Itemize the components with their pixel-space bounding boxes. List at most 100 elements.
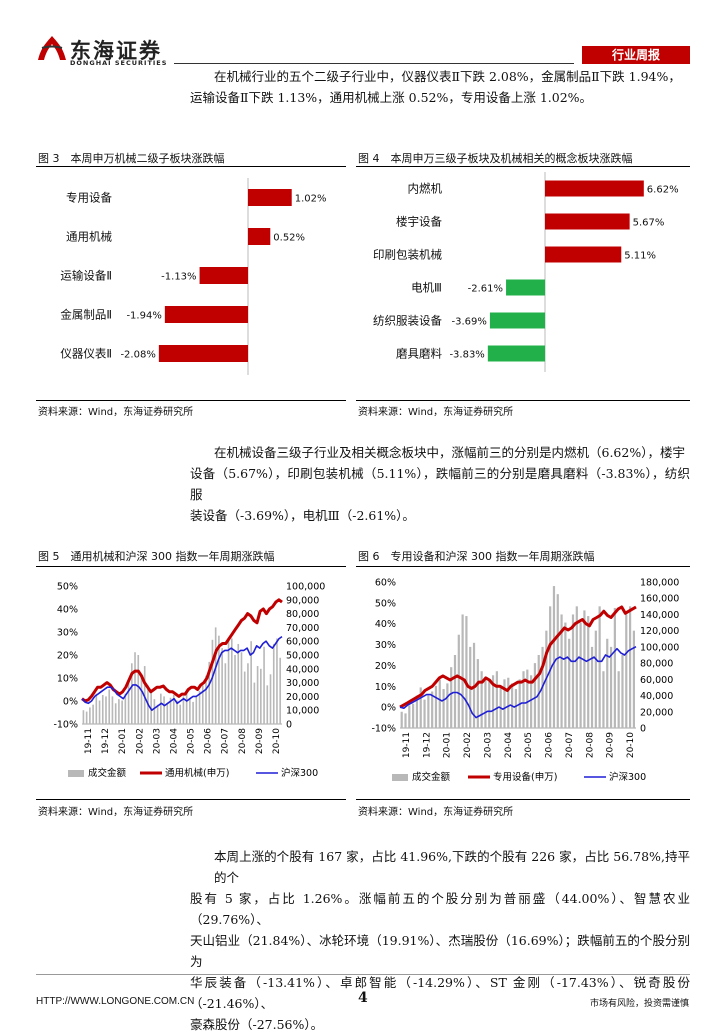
logo-text: 东海证券 (70, 39, 162, 63)
volume-bar (130, 663, 133, 724)
right-tick-label: 20,000 (640, 707, 673, 718)
volume-bar (163, 696, 165, 724)
volume-bar (269, 674, 272, 724)
data-label: -3.83% (449, 350, 484, 361)
volume-bar (503, 679, 506, 728)
data-label: 5.11% (624, 251, 656, 262)
volume-bar (434, 685, 438, 728)
series-line (81, 598, 283, 703)
volume-bar (427, 695, 430, 728)
volume-bar (166, 703, 169, 724)
volume-bar (419, 687, 422, 728)
legend-swatch (68, 770, 84, 777)
volume-bar (412, 703, 415, 728)
fig5-source: 资料来源：Wind，东海证券研究所 (38, 807, 194, 818)
x-tick-label: 20-04 (169, 728, 179, 754)
volume-bar (575, 606, 578, 728)
volume-bar (606, 638, 609, 728)
volume-bar (124, 693, 127, 724)
right-tick-label: 20,000 (286, 692, 319, 703)
volume-bar (598, 606, 601, 728)
volume-bar (495, 671, 498, 728)
volume-bar (169, 697, 172, 724)
fig3-title: 图 3 本周申万机械二级子板块涨跌幅 (38, 152, 225, 165)
x-tick-label: 20-07 (565, 732, 575, 758)
mid-line-3: 装设备（-3.69%），电机Ⅲ（-2.61%）。 (190, 508, 415, 523)
volume-bar (560, 614, 563, 728)
right-tick-label: 10,000 (286, 706, 319, 717)
data-label: 1.02% (295, 194, 327, 205)
volume-bar (488, 680, 491, 728)
volume-bar (431, 691, 434, 728)
volume-bar (450, 667, 453, 728)
legend-label: 沪深300 (281, 767, 318, 779)
right-tick-label: 80,000 (286, 609, 319, 620)
left-tick-label: 60% (375, 578, 396, 589)
left-tick-label: -10% (371, 724, 396, 735)
intro-line-1: 在机械行业的五个二级子行业中，仪器仪表Ⅱ下跌 2.08%，金属制品Ⅱ下跌 1.9… (214, 69, 681, 84)
volume-bar (237, 643, 240, 724)
volume-bar (230, 638, 233, 724)
category-label: 电机Ⅲ (411, 281, 442, 295)
page-number: 4 (358, 990, 368, 1006)
volume-bar (583, 610, 586, 728)
volume-bar (602, 671, 605, 728)
volume-bar (514, 689, 517, 728)
x-tick-label: 20-02 (463, 732, 473, 758)
fig6-top-rule (356, 566, 690, 567)
data-label: -1.94% (126, 311, 161, 322)
volume-bar (176, 700, 178, 724)
fig5-bottom-rule (36, 799, 346, 800)
volume-bar (185, 689, 188, 724)
volume-bar (571, 614, 575, 728)
x-tick-label: 20-04 (504, 732, 514, 758)
bar (545, 213, 630, 230)
volume-bar (101, 695, 104, 724)
fig4-title: 图 4 本周申万三级子板块及机械相关的概念板块涨跌幅 (358, 152, 633, 165)
volume-bar (240, 652, 243, 724)
bar (506, 279, 545, 296)
volume-bar (140, 675, 143, 724)
x-tick-label: 20-01 (118, 728, 128, 754)
volume-bar (211, 639, 214, 724)
volume-bar (247, 663, 249, 724)
bar (158, 345, 248, 362)
footer-disclaimer: 市场有风险，投资需谨慎 (590, 998, 690, 1008)
right-tick-label: 60,000 (640, 675, 673, 686)
volume-bar (279, 657, 281, 724)
volume-bar (108, 689, 111, 724)
right-tick-label: 40,000 (286, 664, 319, 675)
intro-line-2: 运输设备Ⅱ下跌 1.13%，通用机械上涨 0.52%，专用设备上涨 1.02%。 (190, 90, 593, 105)
volume-bar (579, 622, 582, 728)
fig5-chart: 50% 40% 30% 20% 10% 0% -10% 100,000 90,000 80,000… (53, 582, 325, 780)
volume-bar (266, 685, 269, 724)
data-label: 0.52% (273, 233, 305, 244)
right-tick-label: 100,000 (640, 642, 679, 653)
volume-bar (82, 710, 85, 724)
logo-icon (38, 36, 66, 60)
volume-bar (263, 646, 265, 724)
volume-bar (491, 675, 495, 728)
left-tick-label: 30% (57, 628, 78, 639)
volume-bar (92, 704, 94, 724)
bar (199, 267, 248, 284)
volume-bar (457, 634, 460, 728)
bottom-line-1: 本周上涨的个股有 167 家，占比 41.96%,下跌的个股有 226 家，占比… (214, 849, 690, 885)
mid-paragraph: 在机械设备三级子行业及相关概念板块中，涨幅前三的分别是内燃机（6.62%），楼宇… (190, 442, 690, 526)
volume-bar (609, 646, 613, 728)
fig3-chart: 专用设备 1.02% 通用机械 0.52% 运输设备Ⅱ -1.13% 金属制品Ⅱ -1.94%… (60, 178, 327, 375)
volume-bar (134, 652, 136, 724)
volume-bar (484, 679, 487, 728)
right-tick-label: 30,000 (286, 678, 319, 689)
left-tick-label: 50% (375, 598, 396, 609)
volume-bar (153, 699, 156, 724)
volume-bar (423, 699, 426, 728)
footer-url[interactable]: HTTP://WWW.LONGONE.COM.CN (36, 996, 195, 1007)
fig5-title: 图 5 通用机械和沪深 300 指数一年周期涨跌幅 (38, 550, 275, 563)
volume-bar (253, 682, 256, 724)
volume-bar (179, 704, 181, 724)
volume-bar (198, 690, 201, 724)
volume-bar (552, 586, 556, 728)
mid-line-1: 在机械设备三级子行业及相关概念板块中，涨幅前三的分别是内燃机（6.62%），楼宇 (214, 445, 685, 460)
mid-line-2: 设备（5.67%），印刷包装机械（5.11%），跌幅前三的分别是磨具磨料（-3.… (190, 466, 690, 502)
